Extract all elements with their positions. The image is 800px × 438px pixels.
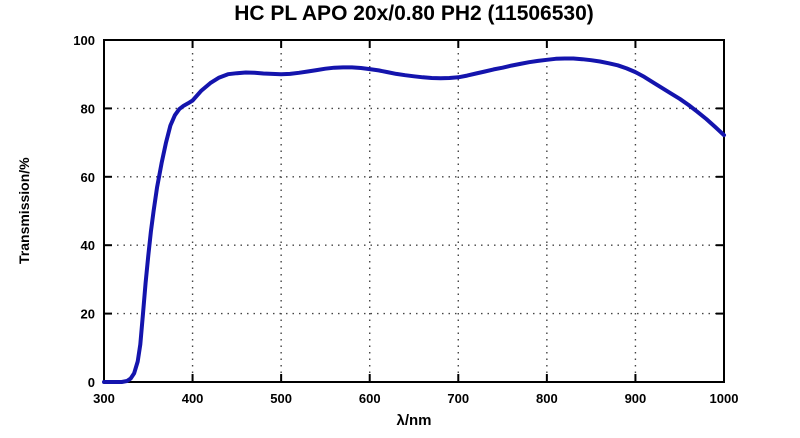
y-tick-label: 80 [81,101,95,116]
transmission-curve [102,56,726,384]
chart-title: HC PL APO 20x/0.80 PH2 (11506530) [234,2,594,25]
y-tick-label: 0 [88,375,95,390]
x-tick-label: 300 [93,391,115,406]
y-tick-label: 60 [81,170,95,185]
x-tick-label: 900 [625,391,647,406]
y-axis-label: Transmission/% [16,157,32,265]
x-tick-label: 800 [536,391,558,406]
x-tick-label: 500 [270,391,292,406]
y-tick-label: 20 [81,307,95,322]
x-tick-label: 700 [447,391,469,406]
y-tick-label: 40 [81,238,95,253]
y-tick-label: 100 [73,33,95,48]
plot-border [103,39,725,383]
x-axis-label: λ/nm [396,412,432,429]
x-tick-label: 600 [359,391,381,406]
x-tick-label: 1000 [710,391,739,406]
x-tick-label: 400 [182,391,204,406]
